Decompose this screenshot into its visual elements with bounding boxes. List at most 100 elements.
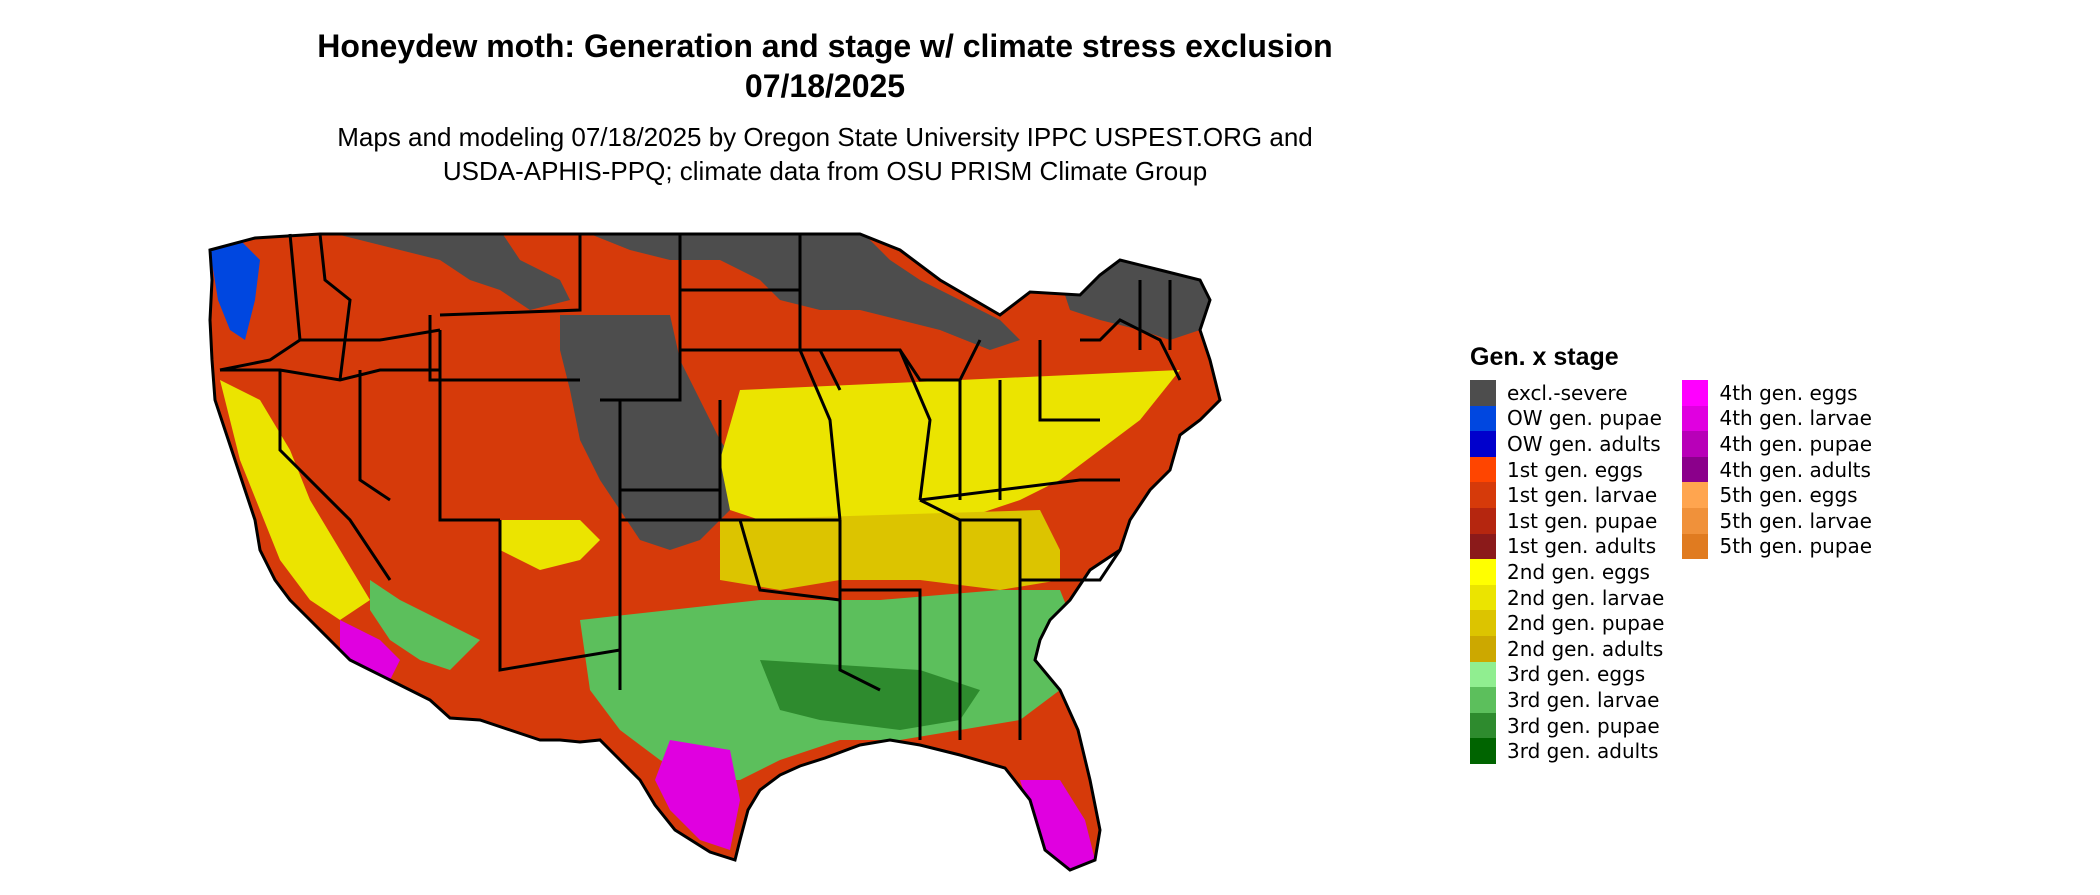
legend-swatch (1470, 584, 1496, 611)
region-gen4-larvae-florida (1020, 780, 1095, 870)
legend-swatch (1682, 507, 1709, 534)
legend-item: 2nd gen. pupae (1470, 610, 1664, 636)
legend-label: 4th gen. larvae (1719, 406, 1872, 431)
border-ut-co (438, 330, 500, 522)
legend-swatch (1682, 431, 1709, 457)
border-wa-or (219, 233, 302, 372)
legend-item: 3rd gen. eggs (1470, 661, 1664, 688)
region-gen2-larvae-california (220, 380, 370, 620)
border-az-nm (498, 520, 621, 672)
legend-item: 5th gen. larvae (1682, 507, 1872, 534)
border-tn-ky (919, 478, 1120, 502)
legend-columns: excl.-severe OW gen. pupae OW gen. adults 1… (1470, 380, 1872, 764)
legend-label: 2nd gen. larvae (1507, 585, 1665, 610)
legend-swatch (1682, 456, 1709, 483)
legend-swatch (1470, 533, 1496, 560)
border-mt-wy (439, 234, 582, 317)
border-ca-nv (278, 370, 392, 581)
legend-swatch (1470, 687, 1496, 713)
map-subtitle: Maps and modeling 07/18/2025 by Oregon S… (230, 120, 1420, 188)
legend-item: 4th gen. larvae (1682, 405, 1872, 432)
border-il-wi (898, 339, 982, 382)
legend-label: 3rd gen. adults (1507, 739, 1659, 764)
legend-swatch (1682, 533, 1709, 560)
region-ow-pupae-pacific-nw (210, 240, 260, 340)
legend-label: 4th gen. eggs (1719, 380, 1858, 405)
border-mn-ia (798, 234, 842, 521)
map-regions (210, 234, 1220, 870)
legend-item: 1st gen. pupae (1470, 507, 1664, 534)
subtitle-line-2: USDA-APHIS-PPQ; climate data from OSU PR… (442, 156, 1208, 186)
legend-swatch (1682, 380, 1709, 406)
legend-item: 3rd gen. larvae (1470, 687, 1664, 713)
border-ar-la (838, 520, 881, 692)
border-ia-mo (800, 348, 932, 501)
legend-label: 5th gen. larvae (1719, 508, 1872, 533)
legend-item: 4th gen. adults (1682, 456, 1872, 483)
legend-label: 3rd gen. eggs (1507, 662, 1646, 687)
legend-label: OW gen. pupae (1507, 406, 1662, 431)
legend-swatch (1470, 738, 1496, 764)
legend-item: 2nd gen. eggs (1470, 559, 1664, 585)
legend-item: 5th gen. eggs (1682, 482, 1872, 508)
legend-label: OW gen. adults (1507, 431, 1661, 456)
map-title: Honeydew moth: Generation and stage w/ c… (230, 26, 1420, 106)
us-map (200, 220, 1460, 890)
border-id-west (318, 233, 352, 381)
legend-swatch (1470, 456, 1496, 483)
legend-title: Gen. x stage (1470, 343, 1619, 371)
legend-item: OW gen. adults (1470, 431, 1664, 457)
region-gen2-larvae-southwest (500, 520, 600, 570)
border-ok-tx (620, 518, 841, 602)
legend-label: 2nd gen. eggs (1507, 559, 1650, 584)
border-nc-sc (1020, 549, 1122, 582)
border-ny-pa (1080, 318, 1182, 381)
legend-item: 1st gen. adults (1470, 533, 1664, 560)
legend-label: 4th gen. adults (1719, 457, 1871, 482)
legend-item: 3rd gen. adults (1470, 738, 1664, 764)
legend-swatch (1682, 405, 1709, 432)
legend-item: 4th gen. pupae (1682, 431, 1872, 457)
border-wy-co (428, 315, 580, 382)
border-id-mt (300, 328, 441, 342)
legend-swatch (1470, 431, 1496, 457)
border-oh-pa (1038, 340, 1100, 422)
legend-label: 1st gen. adults (1507, 534, 1657, 559)
legend-label: 1st gen. larvae (1507, 483, 1658, 508)
state-borders (219, 233, 1182, 740)
region-gen3-larvae-arizona (370, 580, 480, 670)
legend-item: 1st gen. larvae (1470, 482, 1664, 508)
legend-label: excl.-severe (1507, 380, 1628, 405)
legend-label: 5th gen. pupae (1719, 534, 1873, 559)
legend-column-2: 4th gen. eggs 4th gen. larvae 4th gen. pup… (1682, 380, 1872, 764)
legend-label: 2nd gen. adults (1507, 636, 1664, 661)
legend-label: 1st gen. eggs (1507, 457, 1643, 482)
legend-label: 3rd gen. larvae (1507, 687, 1660, 712)
legend-label: 5th gen. eggs (1719, 483, 1858, 508)
map-legend: Gen. x stage excl.-severe OW gen. pupae OW… (1470, 342, 1872, 764)
legend-swatch (1470, 482, 1496, 508)
legend-item: 1st gen. eggs (1470, 456, 1664, 483)
legend-swatch (1682, 482, 1709, 508)
border-al-ga (960, 518, 1022, 740)
legend-swatch (1470, 507, 1496, 534)
us-map-svg (208, 232, 1222, 872)
legend-label: 3rd gen. pupae (1507, 713, 1660, 738)
region-gen2-pupae-south-central (720, 510, 1060, 590)
legend-item: 5th gen. pupae (1682, 533, 1873, 560)
border-ar-ms (840, 588, 922, 740)
legend-swatch (1470, 405, 1496, 432)
legend-item: 2nd gen. larvae (1470, 584, 1665, 611)
legend-swatch (1470, 380, 1496, 406)
border-or-nv (220, 368, 440, 382)
legend-swatch (1470, 610, 1496, 636)
legend-swatch (1470, 661, 1496, 688)
legend-swatch (1470, 712, 1496, 739)
title-line-1: Honeydew moth: Generation and stage w/ c… (317, 28, 1333, 64)
legend-item: 2nd gen. adults (1470, 635, 1664, 662)
region-gen3-pupae-gulf (760, 660, 980, 730)
region-gen4-larvae-south-texas (655, 740, 740, 850)
legend-swatch (1470, 559, 1496, 585)
legend-item: 4th gen. eggs (1682, 380, 1872, 406)
us-outline (208, 232, 1222, 872)
